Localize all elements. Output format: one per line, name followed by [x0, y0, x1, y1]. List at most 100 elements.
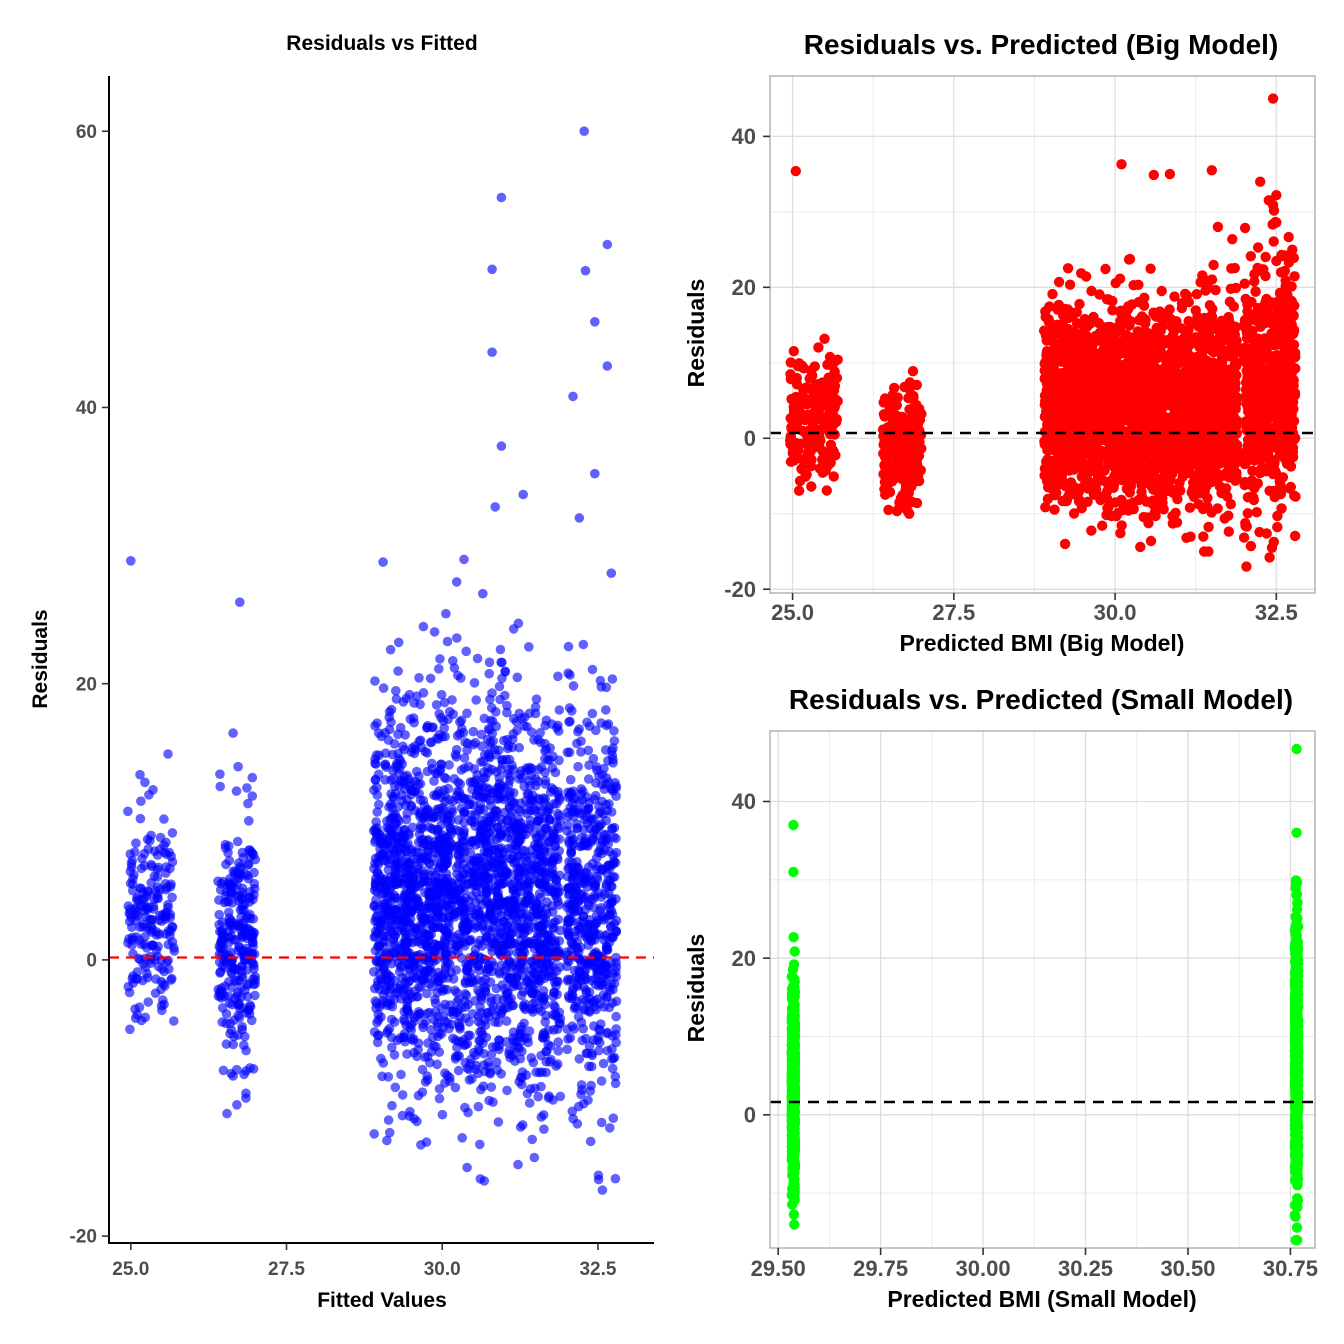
data-point [578, 639, 589, 650]
data-point [793, 358, 805, 369]
data-point [541, 1046, 551, 1057]
x-tick-label: 27.5 [268, 1259, 305, 1280]
data-point [467, 1009, 478, 1019]
data-point [224, 920, 235, 930]
data-point [553, 790, 563, 800]
data-point [477, 1029, 488, 1040]
data-point [222, 1108, 232, 1119]
data-point [601, 993, 612, 1003]
data-point [466, 815, 476, 826]
data-point [438, 924, 449, 934]
data-point [1075, 336, 1086, 347]
data-point [140, 903, 151, 913]
outlier-point [487, 264, 497, 275]
data-point [408, 866, 419, 877]
data-point [418, 974, 428, 985]
data-point [532, 990, 542, 1000]
data-point [785, 413, 796, 424]
data-point [372, 868, 383, 879]
data-point [785, 433, 797, 444]
data-point [1042, 368, 1054, 380]
data-point [439, 838, 450, 848]
data-point [496, 657, 506, 668]
data-point [166, 975, 176, 985]
data-point [582, 792, 592, 802]
data-point [215, 769, 225, 779]
data-point [1052, 394, 1064, 405]
data-point [466, 855, 477, 866]
data-point [380, 881, 391, 891]
data-point [248, 914, 259, 924]
data-point [817, 454, 828, 465]
data-point [554, 705, 565, 715]
data-point [378, 683, 389, 693]
data-point [493, 887, 503, 898]
data-point [608, 1113, 619, 1123]
data-point [126, 858, 137, 869]
data-point [392, 760, 403, 771]
data-point [527, 974, 537, 984]
data-point [220, 839, 231, 850]
data-point [488, 1001, 499, 1012]
data-point [512, 864, 523, 874]
data-point [216, 926, 227, 937]
data-point [493, 1117, 504, 1127]
data-point [242, 933, 252, 944]
data-point [1065, 453, 1077, 464]
data-point [501, 1016, 512, 1026]
data-point [535, 976, 545, 986]
data-point [502, 707, 512, 718]
data-point [828, 385, 840, 396]
data-point [439, 723, 450, 733]
data-point [373, 976, 383, 986]
data-point [144, 790, 154, 800]
data-point [1059, 441, 1071, 452]
data-point [228, 728, 238, 738]
data-point [377, 1071, 387, 1082]
data-point [533, 838, 544, 849]
data-point [228, 1039, 238, 1050]
data-point [411, 766, 422, 777]
data-point [434, 1047, 445, 1057]
data-point [476, 729, 487, 740]
data-point [519, 823, 530, 834]
data-point [452, 842, 463, 852]
data-point [386, 789, 396, 799]
data-point [374, 940, 385, 951]
data-point [480, 1020, 491, 1030]
data-point [514, 742, 524, 753]
data-point [505, 772, 516, 782]
data-point [581, 867, 591, 878]
data-point [467, 1074, 477, 1084]
data-point [237, 1024, 247, 1035]
data-point [788, 346, 799, 357]
data-point [515, 886, 525, 897]
data-point [152, 872, 163, 882]
data-point [386, 1032, 397, 1043]
data-point [587, 708, 598, 719]
data-point [398, 831, 408, 842]
data-point [401, 814, 412, 825]
outlier-point [602, 361, 613, 371]
data-point [1092, 422, 1104, 434]
data-point [489, 744, 500, 755]
data-point [554, 755, 564, 766]
data-point [460, 1102, 470, 1113]
data-point [414, 673, 424, 683]
data-point [421, 854, 432, 865]
data-point [380, 985, 390, 995]
data-point [461, 990, 472, 1001]
data-point [432, 1059, 442, 1070]
data-point [543, 807, 553, 817]
data-point [383, 735, 394, 745]
data-point [452, 633, 462, 643]
data-point [425, 963, 436, 973]
data-point [483, 1011, 494, 1022]
outlier-point [126, 556, 136, 566]
data-point [1094, 348, 1106, 359]
data-point [526, 727, 537, 737]
data-point [438, 861, 449, 872]
data-point [587, 664, 598, 675]
data-point [214, 909, 224, 920]
data-point [456, 1037, 467, 1047]
